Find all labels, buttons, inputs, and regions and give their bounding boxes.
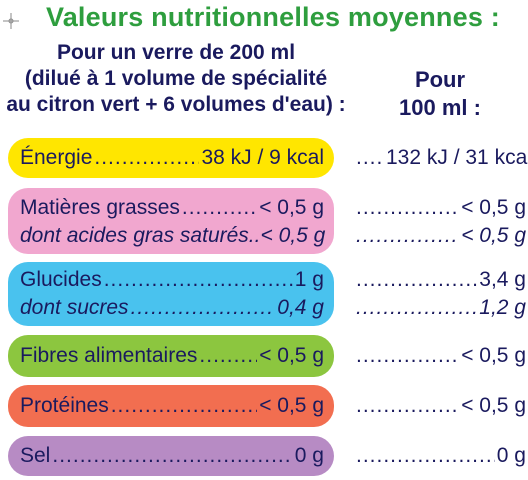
header-line: Pour xyxy=(414,67,466,92)
leader-dots xyxy=(199,344,257,368)
table-row: < 0,5 g xyxy=(354,394,526,418)
value-per-100ml: 132 kJ / 31 kcal xyxy=(386,146,528,169)
header-per-glass: Pour un verre de 200 ml (dilué à 1 volum… xyxy=(0,40,352,118)
leader-dots xyxy=(356,146,384,170)
pill-matieres-grasses xyxy=(8,188,334,254)
value-per-glass: < 0,5 g xyxy=(259,196,324,219)
value-per-glass: < 0,5 g xyxy=(259,344,324,367)
value-per-glass: < 0,5 g xyxy=(260,224,326,247)
header-line: au citron vert + 6 volumes d'eau) : xyxy=(6,93,346,116)
table-row: Fibres alimentaires < 0,5 g xyxy=(20,344,324,368)
table-row: Sel 0 g xyxy=(20,444,324,468)
leader-dots xyxy=(356,344,459,368)
nutrient-label: Fibres alimentaires xyxy=(20,344,198,367)
table-row: < 0,5 g xyxy=(354,344,526,368)
leader-dots xyxy=(356,196,459,220)
nutrient-label: dont sucres xyxy=(20,296,129,319)
nutrient-label: dont acides gras saturés.. xyxy=(20,224,261,247)
table-row: < 0,5 g xyxy=(354,224,526,248)
table-row: 1,2 g xyxy=(354,296,526,320)
value-per-glass: 0 g xyxy=(294,444,324,467)
leader-dots xyxy=(52,444,292,468)
table-row: < 0,5 g xyxy=(354,196,526,220)
value-per-glass: 1 g xyxy=(294,268,324,291)
leader-dots xyxy=(131,296,276,320)
value-per-glass: < 0,5 g xyxy=(259,394,324,417)
table-row: dont sucres 0,4 g xyxy=(20,296,324,320)
pill-fibres xyxy=(8,335,334,377)
header-line: 100 ml : xyxy=(399,95,481,120)
leader-dots xyxy=(356,444,495,468)
leader-dots xyxy=(356,268,477,292)
value-per-100ml: 3,4 g xyxy=(479,268,526,291)
leader-dots xyxy=(356,224,459,248)
table-row: Glucides 1 g xyxy=(20,268,324,292)
nutrient-label: Énergie xyxy=(20,146,93,169)
table-row: Matières grasses < 0,5 g xyxy=(20,196,324,220)
value-per-100ml: 0 g xyxy=(496,444,526,467)
leader-dots xyxy=(104,268,293,292)
value-per-100ml: < 0,5 g xyxy=(461,344,526,367)
value-per-100ml: < 0,5 g xyxy=(461,196,526,219)
table-title: Valeurs nutritionnelles moyennes : xyxy=(46,2,500,32)
header-per-100ml: Pour 100 ml : xyxy=(380,66,500,122)
nutrient-label: Protéines xyxy=(20,394,109,417)
table-row: 132 kJ / 31 kcal xyxy=(354,146,528,170)
table-row: Protéines < 0,5 g xyxy=(20,394,324,418)
table-row: dont acides gras saturés.. < 0,5 g xyxy=(20,224,326,248)
leader-dots xyxy=(94,146,199,170)
nutrient-label: Glucides xyxy=(20,268,102,291)
nutrient-label: Matières grasses xyxy=(20,196,180,219)
leader-dots xyxy=(111,394,257,418)
leader-dots xyxy=(182,196,257,220)
header-line: (dilué à 1 volume de spécialité xyxy=(24,67,328,90)
leader-dots xyxy=(356,296,477,320)
value-per-glass: 0,4 g xyxy=(277,296,324,319)
leader-dots xyxy=(356,394,459,418)
value-per-100ml: < 0,5 g xyxy=(461,224,526,247)
table-row: Énergie 38 kJ / 9 kcal xyxy=(20,146,324,170)
header-line: Pour un verre de 200 ml xyxy=(56,41,296,64)
crosshair-icon xyxy=(3,13,19,29)
value-per-glass: 38 kJ / 9 kcal xyxy=(201,146,324,169)
table-row: 0 g xyxy=(354,444,526,468)
value-per-100ml: 1,2 g xyxy=(479,296,526,319)
nutrient-label: Sel xyxy=(20,444,51,467)
table-row: 3,4 g xyxy=(354,268,526,292)
value-per-100ml: < 0,5 g xyxy=(461,394,526,417)
